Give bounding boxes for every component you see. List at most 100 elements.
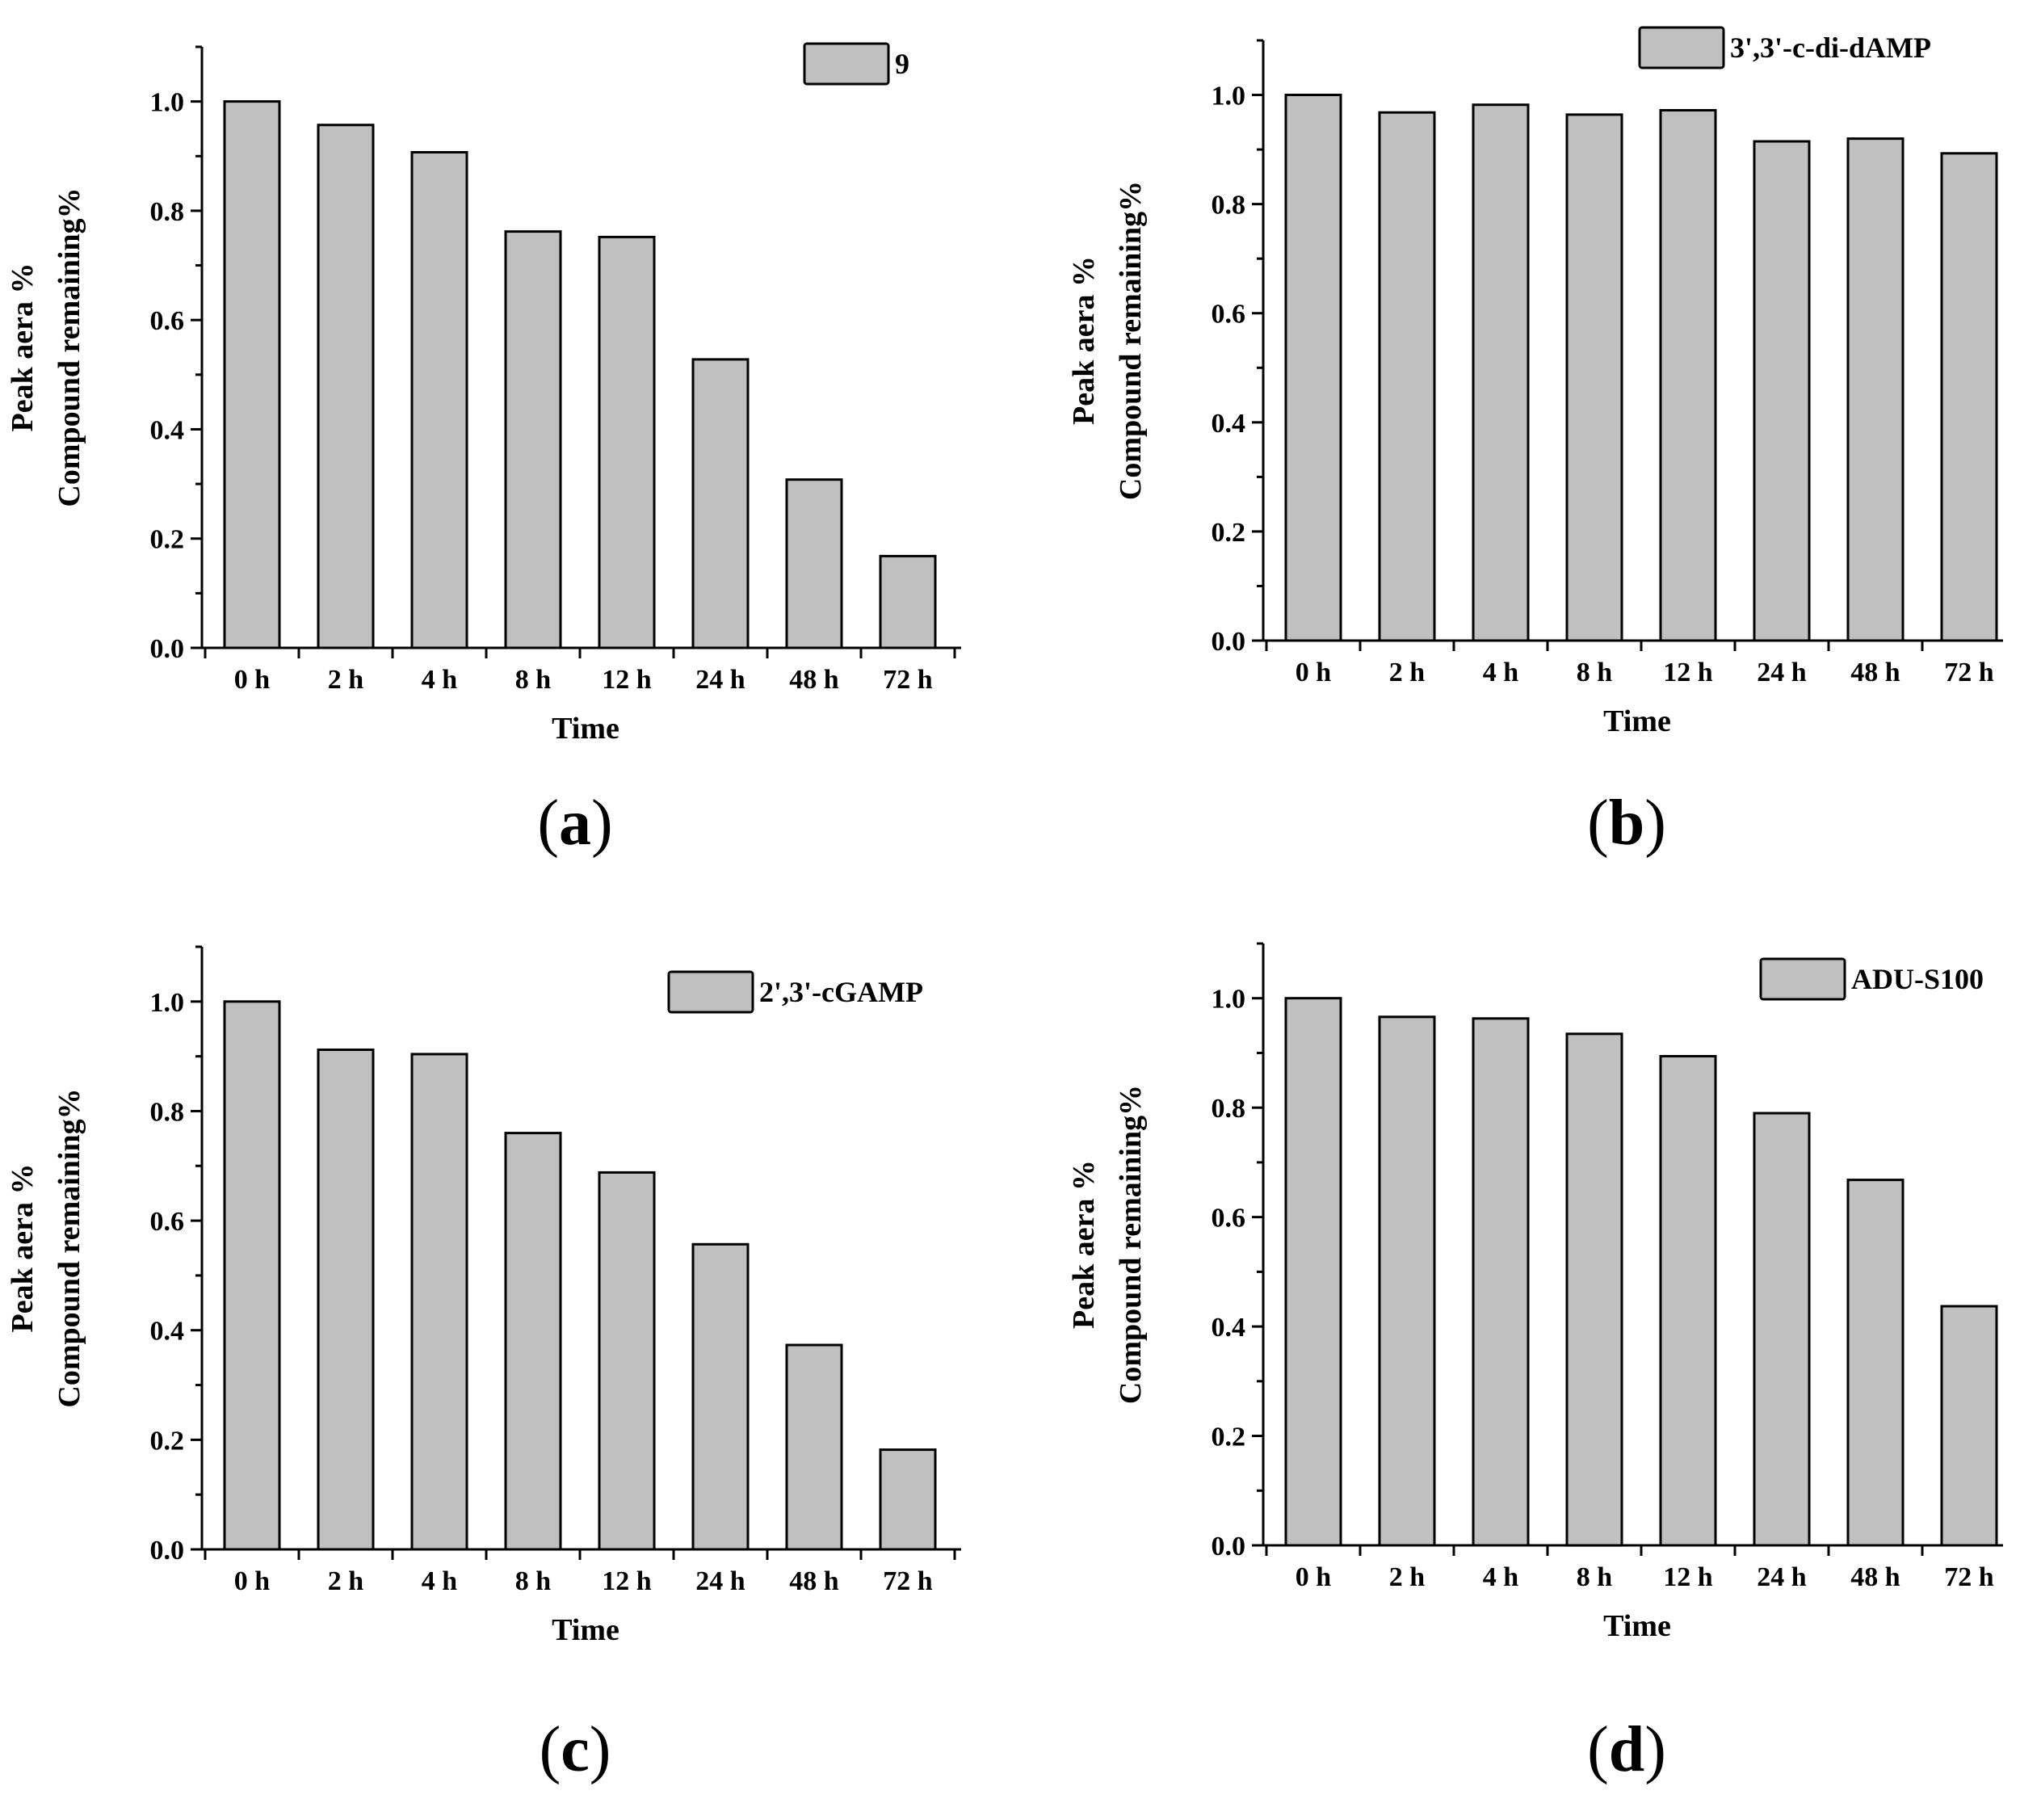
panel-label-letter: b [1609, 788, 1645, 859]
x-tick-label: 72 h [1944, 1562, 1994, 1592]
x-tick-label: 4 h [422, 665, 458, 695]
y-tick-label: 0.2 [150, 525, 185, 555]
y-tick-label: 0.0 [1212, 627, 1246, 657]
x-tick-label: 12 h [1663, 658, 1713, 687]
legend-swatch [1638, 26, 1725, 69]
y-tick-label: 0.4 [150, 1317, 185, 1347]
panel-label-close-paren: ) [590, 1714, 611, 1785]
x-tick-label: 0 h [234, 665, 271, 695]
x-tick-label: 24 h [695, 1566, 745, 1596]
y-tick-label: 0.0 [1212, 1532, 1246, 1562]
panel-label: (b) [1587, 788, 1666, 859]
chart-panel-b: 0.0 0.2 0.4 0.6 0.8 1.0 0 h 2 h 4 h 8 h 12 h 24 h 48… [1067, 26, 2003, 859]
y-tick-label: 0.8 [1212, 1094, 1246, 1124]
legend-swatch [1759, 957, 1846, 1001]
y-tick-label: 0.6 [1212, 300, 1246, 330]
y-axis-title-line2: Compound remaining% [52, 187, 86, 506]
x-tick-label: 48 h [1850, 1562, 1900, 1592]
y-tick-label: 0.8 [1212, 191, 1246, 221]
legend-label: 9 [895, 48, 909, 80]
bar-72h [1940, 152, 1998, 642]
x-tick-label: 2 h [328, 1566, 364, 1596]
x-tick-label: 4 h [1483, 1562, 1519, 1592]
legend-label: 3',3'-c-di-dAMP [1730, 32, 1931, 64]
panel-label-letter: d [1609, 1714, 1645, 1785]
y-axis-title-line1: Peak aera % [1067, 1160, 1101, 1329]
chart-panel-a: 0.0 0.2 0.4 0.6 0.8 1.0 0 h 2 h 4 h 8 h 12 h 24 h 48… [6, 42, 961, 859]
bar-8h [504, 230, 562, 649]
x-tick-label: 12 h [602, 1566, 652, 1596]
y-axis-title-line2: Compound remaining% [1114, 1085, 1148, 1404]
x-tick-label: 8 h [1577, 1562, 1613, 1592]
bar-24h [691, 1242, 750, 1551]
chart-panel-d: 0.0 0.2 0.4 0.6 0.8 1.0 0 h 2 h 4 h 8 h 12 h 24 h 48… [1067, 942, 2003, 1785]
bar-4h [410, 151, 468, 649]
bar-2h [1378, 111, 1436, 642]
x-tick-label: 2 h [1389, 658, 1426, 687]
x-tick-label: 0 h [1296, 1562, 1332, 1592]
x-axis-title: Time [552, 1613, 619, 1647]
bar-12h [598, 235, 656, 649]
y-tick-label: 0.2 [1212, 518, 1246, 548]
bar-48h [1846, 137, 1905, 642]
y-tick-label: 1.0 [150, 988, 185, 1018]
x-tick-label: 48 h [789, 665, 839, 695]
legend-label: 2',3'-cGAMP [759, 976, 923, 1008]
bar-2h [317, 1049, 375, 1551]
panel-label-open-paren: ( [1587, 788, 1609, 859]
x-tick-label: 4 h [1483, 658, 1519, 687]
x-tick-label: 24 h [1757, 1562, 1807, 1592]
y-axis-title-line1: Peak aera % [6, 263, 40, 432]
panel-label-open-paren: ( [537, 788, 559, 859]
y-tick-label: 0.6 [150, 1207, 185, 1237]
bar-12h [1659, 109, 1717, 642]
y-axis-title-line2: Compound remaining% [1114, 181, 1148, 500]
x-tick-label: 8 h [515, 665, 552, 695]
bar-4h [1472, 103, 1530, 642]
y-tick-label: 1.0 [1212, 82, 1246, 111]
panel-label-close-paren: ) [1644, 1714, 1666, 1785]
bar-4h [410, 1053, 468, 1551]
y-tick-label: 0.2 [150, 1426, 185, 1456]
y-tick-label: 0.8 [150, 197, 185, 227]
bar-24h [691, 358, 750, 649]
bar-2h [1378, 1015, 1436, 1547]
x-tick-label: 72 h [1944, 658, 1994, 687]
x-tick-label: 72 h [883, 665, 933, 695]
x-axis-title: Time [1603, 704, 1671, 738]
bar-24h [1753, 140, 1811, 642]
bar-24h [1753, 1112, 1811, 1547]
y-tick-label: 0.0 [150, 634, 185, 664]
panel-label-letter: a [559, 788, 591, 859]
bar-4h [1472, 1017, 1530, 1547]
x-axis-title: Time [1603, 1609, 1671, 1643]
x-tick-label: 2 h [1389, 1562, 1426, 1592]
bar-12h [598, 1171, 656, 1551]
panel-label-letter: c [561, 1714, 590, 1785]
y-tick-label: 0.6 [150, 306, 185, 336]
x-tick-label: 8 h [515, 1566, 552, 1596]
bar-48h [1846, 1179, 1905, 1547]
panel-label: (d) [1587, 1714, 1666, 1785]
y-tick-label: 1.0 [150, 88, 185, 118]
panel-label-close-paren: ) [591, 788, 613, 859]
x-tick-label: 24 h [1757, 658, 1807, 687]
x-tick-label: 8 h [1577, 658, 1613, 687]
panel-label: (a) [537, 788, 612, 859]
bar-8h [504, 1132, 562, 1551]
y-tick-label: 0.4 [1212, 409, 1246, 439]
y-axis-title-line1: Peak aera % [6, 1164, 40, 1333]
x-tick-label: 12 h [602, 665, 652, 695]
y-tick-label: 0.8 [150, 1097, 185, 1127]
panel-label-close-paren: ) [1644, 788, 1666, 859]
bar-48h [785, 1343, 843, 1551]
panel-label: (c) [540, 1714, 611, 1785]
x-tick-label: 4 h [422, 1566, 458, 1596]
x-tick-label: 2 h [328, 665, 364, 695]
bar-2h [317, 124, 375, 649]
legend: 9 [803, 42, 909, 86]
x-tick-label: 0 h [1296, 658, 1332, 687]
legend-swatch [803, 42, 890, 86]
y-tick-label: 0.6 [1212, 1204, 1246, 1234]
